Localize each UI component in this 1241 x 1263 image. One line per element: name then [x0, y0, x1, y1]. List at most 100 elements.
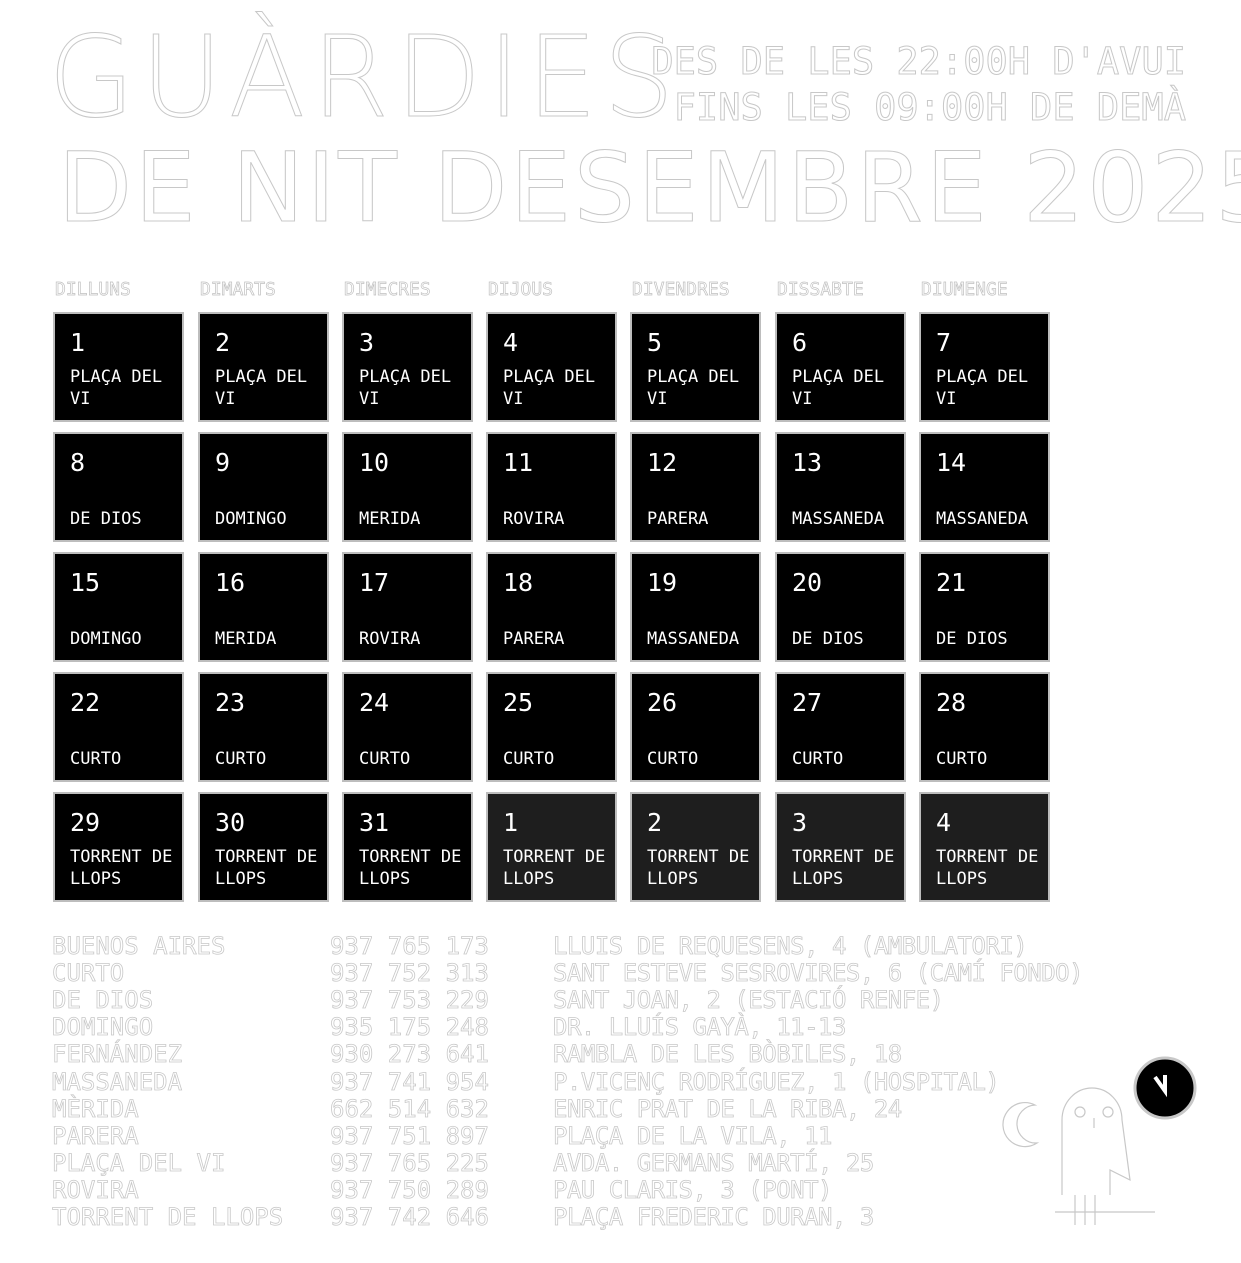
calendar-day: 6 PLAÇA DEL VI: [775, 312, 906, 422]
pharmacy-on-duty: TORRENT DE LLOPS: [70, 847, 173, 889]
pharmacy-phone: 937 753 229: [330, 986, 490, 1015]
pharmacy-phone: 935 175 248: [330, 1013, 490, 1042]
pharmacy-name: MÈRIDA: [52, 1094, 140, 1123]
day-number: 7: [936, 328, 952, 357]
calendar-day: 21 DE DIOS: [919, 552, 1050, 662]
pharmacy-phone: 937 742 646: [330, 1203, 490, 1231]
calendar-day: 2 TORRENT DE LLOPS: [630, 792, 761, 902]
pharmacy-on-duty: CURTO: [647, 749, 699, 769]
pharmacy-on-duty: ROVIRA: [359, 629, 421, 649]
pharmacy-address: RAMBLA DE LES BÒBILES, 18: [553, 1040, 903, 1069]
day-number: 23: [215, 688, 246, 717]
pharmacy-address: PLAÇA DE LA VILA, 11: [553, 1121, 833, 1150]
pharmacy-address: LLUIS DE REQUESENS, 4 (AMBULATORI): [553, 932, 1029, 960]
day-number: 16: [215, 568, 246, 597]
day-number: 21: [936, 568, 967, 597]
calendar-day: 3 TORRENT DE LLOPS: [775, 792, 906, 902]
pharmacy-phone: 937 750 289: [330, 1175, 490, 1204]
calendar-day: 26 CURTO: [630, 672, 761, 782]
pharmacy-on-duty: PLAÇA DEL VI: [70, 367, 163, 409]
calendar-day: 1 PLAÇA DEL VI: [53, 312, 184, 422]
weekday-dijous: DIJOUS: [488, 279, 554, 301]
pharmacy-address: P.VICENÇ RODRÍGUEZ, 1 (HOSPITAL): [553, 1067, 1001, 1096]
calendar-day: 13 MASSANEDA: [775, 432, 906, 542]
calendar-day: 29 TORRENT DE LLOPS: [53, 792, 184, 902]
pharmacy-address: SANT JOAN, 2 (ESTACIÓ RENFE): [553, 986, 945, 1015]
pharmacy-name: ROVIRA: [52, 1175, 140, 1204]
pharmacy-name: CURTO: [52, 959, 125, 988]
day-number: 5: [647, 328, 663, 357]
weekday-dilluns: DILLUNS: [55, 279, 132, 301]
calendar-day: 8 DE DIOS: [53, 432, 184, 542]
pharmacy-name: TORRENT DE LLOPS: [52, 1203, 284, 1231]
day-number: 19: [647, 568, 678, 597]
calendar-day: 24 CURTO: [342, 672, 473, 782]
day-number: 28: [936, 688, 967, 717]
pharmacy-on-duty: PLAÇA DEL VI: [647, 367, 740, 409]
pharmacy-on-duty: DE DIOS: [936, 629, 1008, 649]
pharmacy-phone: 930 273 641: [330, 1040, 490, 1069]
calendar-day: 10 MERIDA: [342, 432, 473, 542]
day-number: 8: [70, 448, 86, 477]
pharmacy-name: MASSANEDA: [52, 1067, 183, 1096]
day-number: 9: [215, 448, 231, 477]
page-title: GUÀRDIES: [47, 13, 681, 143]
calendar-day: 22 CURTO: [53, 672, 184, 782]
calendar-day: 4 TORRENT DE LLOPS: [919, 792, 1050, 902]
day-number: 13: [792, 448, 823, 477]
pharmacy-name: FERNÁNDEZ: [52, 1040, 183, 1069]
day-number: 12: [647, 448, 678, 477]
day-number: 11: [503, 448, 534, 477]
pharmacy-phone: 937 751 897: [330, 1121, 490, 1150]
day-number: 2: [647, 808, 663, 837]
calendar-day: 23 CURTO: [198, 672, 329, 782]
page-subtitle: DE NIT DESEMBRE 2025: [57, 132, 1241, 244]
pharmacy-on-duty: TORRENT DE LLOPS: [503, 847, 606, 889]
hours-from: DES DE LES 22:00H D'AVUI: [651, 40, 1187, 83]
day-number: 2: [215, 328, 231, 357]
weekday-dissabte: DISSABTE: [777, 279, 864, 301]
calendar-day: 30 TORRENT DE LLOPS: [198, 792, 329, 902]
calendar-day: 31 TORRENT DE LLOPS: [342, 792, 473, 902]
day-number: 24: [359, 688, 390, 717]
pharmacy-on-duty: CURTO: [503, 749, 555, 769]
day-number: 10: [359, 448, 390, 477]
pharmacy-address: DR. LLUÍS GAYÀ, 11-13: [553, 1013, 847, 1042]
pharmacy-phone: 662 514 632: [330, 1094, 490, 1123]
pharmacy-name: DOMINGO: [52, 1013, 154, 1042]
day-number: 4: [936, 808, 952, 837]
calendar-day: 28 CURTO: [919, 672, 1050, 782]
day-number: 3: [792, 808, 808, 837]
pharmacy-on-duty: MASSANEDA: [792, 509, 885, 529]
pharmacy-on-duty: DE DIOS: [792, 629, 864, 649]
calendar-day: 17 ROVIRA: [342, 552, 473, 662]
day-number: 27: [792, 688, 823, 717]
calendar-day: 18 PARERA: [486, 552, 617, 662]
weekday-divendres: DIVENDRES: [632, 279, 730, 301]
pharmacy-address: SANT ESTEVE SESROVIRES, 6 (CAMÍ FONDO): [553, 959, 1084, 988]
calendar-day: 5 PLAÇA DEL VI: [630, 312, 761, 422]
calendar-day: 20 DE DIOS: [775, 552, 906, 662]
pharmacy-address: PAU CLARIS, 3 (PONT): [553, 1175, 833, 1204]
day-number: 1: [70, 328, 86, 357]
pharmacy-on-duty: CURTO: [70, 749, 122, 769]
pharmacy-on-duty: TORRENT DE LLOPS: [359, 847, 462, 889]
calendar-day: 9 DOMINGO: [198, 432, 329, 542]
pharmacy-on-duty: PLAÇA DEL VI: [792, 367, 885, 409]
day-number: 17: [359, 568, 390, 597]
day-number: 6: [792, 328, 808, 357]
day-number: 20: [792, 568, 823, 597]
pharmacy-on-duty: ROVIRA: [503, 509, 565, 529]
calendar-day: 7 PLAÇA DEL VI: [919, 312, 1050, 422]
calendar-day: 3 PLAÇA DEL VI: [342, 312, 473, 422]
calendar-day: 11 ROVIRA: [486, 432, 617, 542]
pharmacy-on-duty: MASSANEDA: [936, 509, 1029, 529]
pharmacy-on-duty: TORRENT DE LLOPS: [647, 847, 750, 889]
pharmacy-name: PARERA: [52, 1121, 140, 1150]
pharmacy-on-duty: PARERA: [647, 509, 709, 529]
day-number: 25: [503, 688, 534, 717]
pharmacy-on-duty: PLAÇA DEL VI: [936, 367, 1029, 409]
pharmacy-on-duty: CURTO: [359, 749, 411, 769]
day-number: 4: [503, 328, 519, 357]
day-number: 15: [70, 568, 101, 597]
